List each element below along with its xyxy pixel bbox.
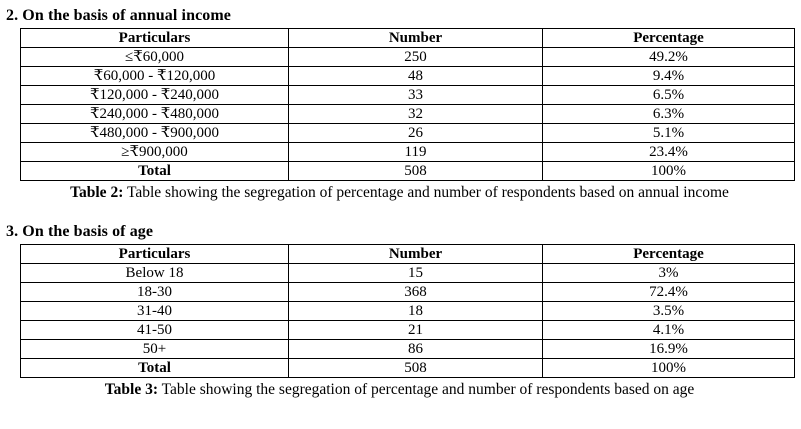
column-header: Percentage (542, 244, 795, 264)
total-label-cell: Total (20, 161, 289, 181)
table-cell: ₹120,000 - ₹240,000 (20, 85, 289, 105)
table-row: ₹120,000 - ₹240,000 33 6.5% (20, 85, 795, 105)
table-row: 41-50 21 4.1% (20, 320, 795, 340)
annual-income-caption: Table 2: Table showing the segregation o… (58, 184, 742, 202)
table-cell: 18-30 (20, 282, 289, 302)
table-cell: 508 (288, 161, 543, 181)
header-row: Particulars Number Percentage (20, 28, 795, 48)
table-cell: ₹240,000 - ₹480,000 (20, 104, 289, 124)
column-header: Percentage (542, 28, 795, 48)
table-cell: 18 (288, 301, 543, 321)
table-row: ≥₹900,000 119 23.4% (20, 142, 795, 162)
table-cell: 119 (288, 142, 543, 162)
table-cell: 3.5% (542, 301, 795, 321)
table-cell: ₹60,000 - ₹120,000 (20, 66, 289, 86)
table-cell: 9.4% (542, 66, 795, 86)
table-row: ₹480,000 - ₹900,000 26 5.1% (20, 123, 795, 143)
header-row: Particulars Number Percentage (20, 244, 795, 264)
age-table: Particulars Number Percentage Below 18 15 3% 1… (20, 244, 795, 378)
table-cell: 4.1% (542, 320, 795, 340)
table-cell: 49.2% (542, 47, 795, 67)
caption-text: Table showing the segregation of percent… (161, 381, 695, 398)
age-heading: 3. On the basis of age (6, 223, 154, 240)
table-row: ₹240,000 - ₹480,000 32 6.3% (20, 104, 795, 124)
table-cell: ≥₹900,000 (20, 142, 289, 162)
table-row: ≤₹60,000 250 49.2% (20, 47, 795, 67)
table-cell: 100% (542, 358, 795, 378)
column-header: Number (288, 244, 543, 264)
table-cell: 32 (288, 104, 543, 124)
table-cell: 33 (288, 85, 543, 105)
table-cell: 31-40 (20, 301, 289, 321)
caption-label: Table 2: (70, 184, 124, 201)
table-cell: 250 (288, 47, 543, 67)
document-page: 2. On the basis of annual income Particu… (6, 7, 795, 399)
table-cell: 50+ (20, 339, 289, 359)
table-row: 31-40 18 3.5% (20, 301, 795, 321)
section-age: 3. On the basis of age Particulars Number… (6, 223, 795, 399)
table-row: 18-30 368 72.4% (20, 282, 795, 302)
table-cell: 72.4% (542, 282, 795, 302)
column-header: Particulars (20, 28, 289, 48)
table-cell: 26 (288, 123, 543, 143)
total-row: Total 508 100% (20, 161, 795, 181)
age-caption: Table 3: Table showing the segregation o… (58, 381, 742, 399)
annual-income-table: Particulars Number Percentage ≤₹60,000 250 49… (20, 28, 795, 181)
column-header: Particulars (20, 244, 289, 264)
table-cell: ≤₹60,000 (20, 47, 289, 67)
table-cell: 41-50 (20, 320, 289, 340)
table-cell: 508 (288, 358, 543, 378)
table-cell: Below 18 (20, 263, 289, 283)
column-header: Number (288, 28, 543, 48)
table-cell: 100% (542, 161, 795, 181)
table-cell: 6.3% (542, 104, 795, 124)
table-cell: 21 (288, 320, 543, 340)
table-cell: 16.9% (542, 339, 795, 359)
table-cell: ₹480,000 - ₹900,000 (20, 123, 289, 143)
table-cell: 48 (288, 66, 543, 86)
section-annual-income: 2. On the basis of annual income Particu… (6, 7, 795, 202)
table-cell: 3% (542, 263, 795, 283)
caption-label: Table 3: (104, 381, 159, 398)
table-cell: 15 (288, 263, 543, 283)
table-row: ₹60,000 - ₹120,000 48 9.4% (20, 66, 795, 86)
table-row: 50+ 86 16.9% (20, 339, 795, 359)
table-cell: 5.1% (542, 123, 795, 143)
annual-income-heading: 2. On the basis of annual income (6, 7, 232, 24)
caption-text: Table showing the segregation of percent… (126, 184, 729, 201)
total-label-cell: Total (20, 358, 289, 378)
table-cell: 86 (288, 339, 543, 359)
table-cell: 6.5% (542, 85, 795, 105)
table-row: Below 18 15 3% (20, 263, 795, 283)
table-cell: 23.4% (542, 142, 795, 162)
total-row: Total 508 100% (20, 358, 795, 378)
table-cell: 368 (288, 282, 543, 302)
